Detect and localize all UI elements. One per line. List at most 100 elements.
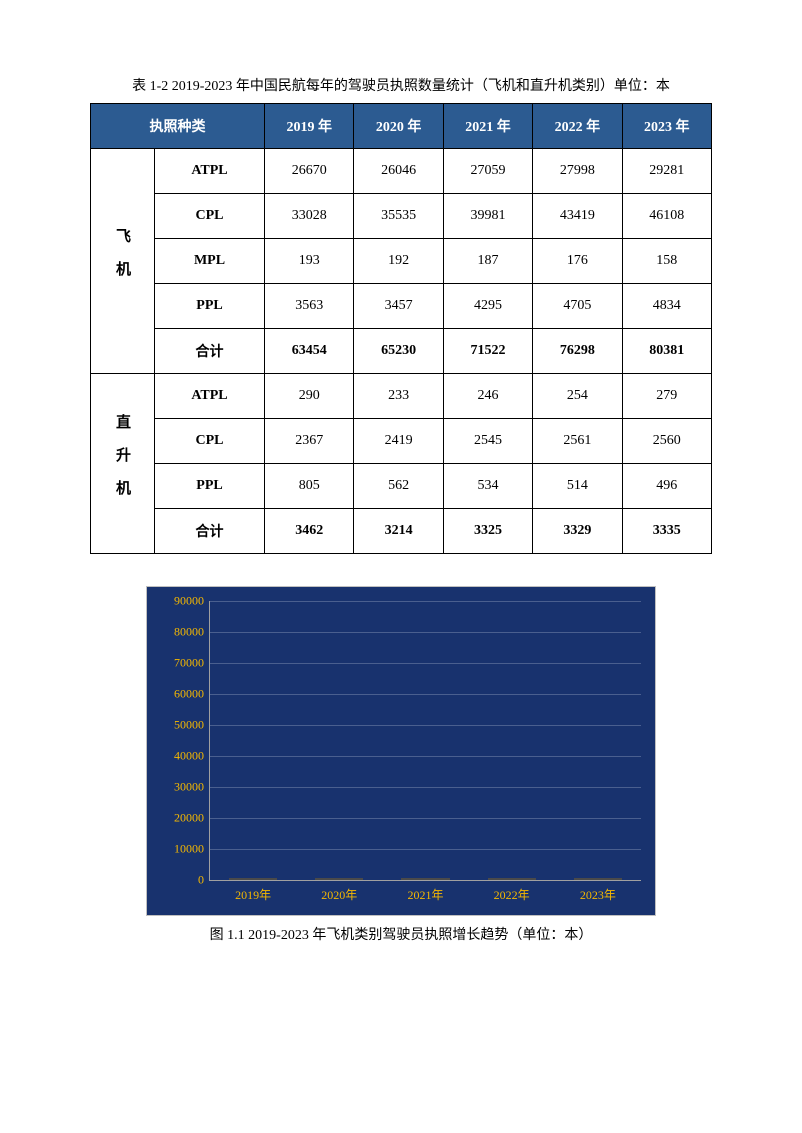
data-cell: 192 [354,239,443,284]
category-cell: 直升机 [91,374,155,554]
bar-group: 2019年 [210,878,296,880]
bar-group: 2023年 [555,878,641,880]
data-cell: 27998 [533,149,622,194]
data-cell: 2560 [622,419,711,464]
header-2020: 2020 年 [354,104,443,149]
x-axis-label: 2020年 [321,886,357,903]
gridline [210,725,641,726]
bar-group: 2020年 [296,878,382,880]
bar [229,878,277,880]
data-cell: 233 [354,374,443,419]
data-cell: 187 [443,239,532,284]
data-cell: 3214 [354,509,443,554]
data-cell: 80381 [622,329,711,374]
data-cell: 2561 [533,419,622,464]
data-cell: 26670 [265,149,354,194]
gridline [210,787,641,788]
table-header-row: 执照种类 2019 年 2020 年 2021 年 2022 年 2023 年 [91,104,712,149]
data-cell: 3329 [533,509,622,554]
data-cell: 26046 [354,149,443,194]
data-cell: 3462 [265,509,354,554]
data-cell: 158 [622,239,711,284]
data-cell: 3457 [354,284,443,329]
data-cell: 65230 [354,329,443,374]
data-cell: 254 [533,374,622,419]
data-cell: 805 [265,464,354,509]
license-cell: PPL [155,284,265,329]
bar-group: 2021年 [382,878,468,880]
bar-chart: 0100002000030000400005000060000700008000… [146,586,656,916]
y-axis-label: 70000 [174,656,204,671]
chart-title: 图 1.1 2019-2023 年飞机类别驾驶员执照增长趋势（单位：本） [90,924,712,944]
y-axis-label: 60000 [174,687,204,702]
license-table: 执照种类 2019 年 2020 年 2021 年 2022 年 2023 年 … [90,103,712,554]
data-cell: 4295 [443,284,532,329]
license-cell: ATPL [155,149,265,194]
category-cell: 飞机 [91,149,155,374]
gridline [210,849,641,850]
data-cell: 29281 [622,149,711,194]
data-cell: 3563 [265,284,354,329]
data-cell: 39981 [443,194,532,239]
y-axis-label: 50000 [174,718,204,733]
license-cell: ATPL [155,374,265,419]
license-cell: MPL [155,239,265,284]
x-axis-label: 2019年 [235,886,271,903]
table-row: PPL35633457429547054834 [91,284,712,329]
gridline [210,601,641,602]
data-cell: 2545 [443,419,532,464]
table-row: MPL193192187176158 [91,239,712,284]
table-row: CPL23672419254525612560 [91,419,712,464]
bar [401,878,449,880]
data-cell: 176 [533,239,622,284]
gridline [210,632,641,633]
bar [488,878,536,880]
bar [574,878,622,880]
data-cell: 2367 [265,419,354,464]
table-body: 飞机ATPL2667026046270592799829281CPL330283… [91,149,712,554]
x-axis-label: 2023年 [580,886,616,903]
y-axis-label: 30000 [174,780,204,795]
y-axis-label: 90000 [174,594,204,609]
header-license-type: 执照种类 [91,104,265,149]
data-cell: 562 [354,464,443,509]
data-cell: 71522 [443,329,532,374]
y-axis-label: 80000 [174,625,204,640]
data-cell: 279 [622,374,711,419]
table-row: 合计34623214332533293335 [91,509,712,554]
table-row: 合计6345465230715227629880381 [91,329,712,374]
data-cell: 43419 [533,194,622,239]
table-title: 表 1-2 2019-2023 年中国民航每年的驾驶员执照数量统计（飞机和直升机… [90,75,712,95]
bar-group: 2022年 [469,878,555,880]
license-cell: CPL [155,419,265,464]
table-row: PPL805562534514496 [91,464,712,509]
data-cell: 63454 [265,329,354,374]
y-axis-label: 0 [198,873,204,888]
gridline [210,818,641,819]
data-cell: 4705 [533,284,622,329]
data-cell: 496 [622,464,711,509]
header-2021: 2021 年 [443,104,532,149]
license-cell: 合计 [155,329,265,374]
data-cell: 3325 [443,509,532,554]
y-axis-label: 20000 [174,811,204,826]
x-axis-label: 2022年 [494,886,530,903]
header-2023: 2023 年 [622,104,711,149]
header-2019: 2019 年 [265,104,354,149]
data-cell: 76298 [533,329,622,374]
data-cell: 514 [533,464,622,509]
y-axis-label: 10000 [174,842,204,857]
data-cell: 246 [443,374,532,419]
data-cell: 46108 [622,194,711,239]
bar [315,878,363,880]
license-cell: CPL [155,194,265,239]
license-cell: 合计 [155,509,265,554]
data-cell: 193 [265,239,354,284]
table-row: CPL3302835535399814341946108 [91,194,712,239]
header-2022: 2022 年 [533,104,622,149]
data-cell: 33028 [265,194,354,239]
x-axis-label: 2021年 [407,886,443,903]
data-cell: 290 [265,374,354,419]
table-row: 直升机ATPL290233246254279 [91,374,712,419]
data-cell: 3335 [622,509,711,554]
